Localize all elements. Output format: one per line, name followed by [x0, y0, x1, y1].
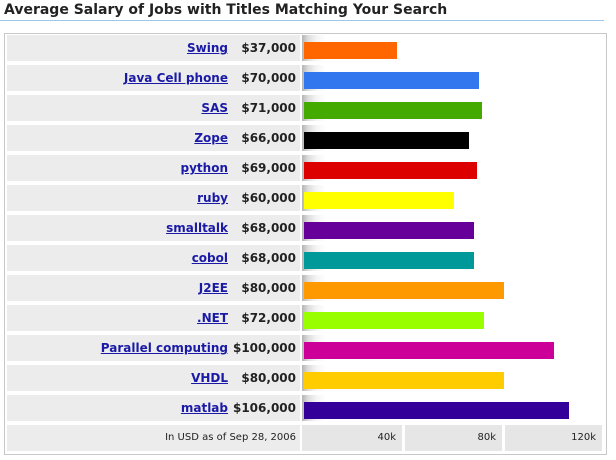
- bar-track: [302, 65, 604, 91]
- x-tick-label: 80k: [477, 432, 496, 443]
- category-cell: Parallel computing $100,000: [7, 335, 300, 361]
- salary-bar: [304, 102, 482, 119]
- bar-track: [302, 125, 604, 151]
- category-cell: Zope $66,000: [7, 125, 300, 151]
- currency-note-text: In USD as of Sep 28, 2006: [165, 432, 296, 443]
- salary-bar: [304, 42, 397, 59]
- axis-tick-separator: [502, 425, 505, 451]
- job-title-link[interactable]: SAS: [201, 101, 228, 115]
- job-title-link[interactable]: smalltalk: [166, 221, 228, 235]
- x-axis: 40k 80k 120k: [302, 425, 604, 451]
- category-cell: smalltalk $68,000: [7, 215, 300, 241]
- bar-track: [302, 275, 604, 301]
- category-cell: Java Cell phone $70,000: [7, 65, 300, 91]
- title-divider: [0, 20, 604, 21]
- salary-value: $70,000: [241, 71, 296, 85]
- bar-track: [302, 95, 604, 121]
- chart-row: .NET $72,000: [5, 305, 606, 331]
- chart-row: python $69,000: [5, 155, 606, 181]
- salary-value: $106,000: [232, 401, 296, 415]
- category-cell: python $69,000: [7, 155, 300, 181]
- job-title-link[interactable]: J2EE: [198, 281, 228, 295]
- axis-band: [505, 425, 602, 451]
- salary-bar: [304, 282, 504, 299]
- salary-bar: [304, 252, 474, 269]
- salary-value: $80,000: [241, 371, 296, 385]
- chart-row: Parallel computing $100,000: [5, 335, 606, 361]
- chart-row: J2EE $80,000: [5, 275, 606, 301]
- chart-title: Average Salary of Jobs with Titles Match…: [4, 2, 448, 18]
- category-cell: J2EE $80,000: [7, 275, 300, 301]
- job-title-link[interactable]: matlab: [180, 401, 228, 415]
- bar-track: [302, 395, 604, 421]
- job-title-link[interactable]: Java Cell phone: [123, 71, 228, 85]
- category-cell: VHDL $80,000: [7, 365, 300, 391]
- job-title-link[interactable]: Zope: [194, 131, 228, 145]
- chart-row: smalltalk $68,000: [5, 215, 606, 241]
- chart-footer: In USD as of Sep 28, 2006 40k 80k 120k: [5, 425, 606, 451]
- axis-band: [405, 425, 502, 451]
- chart-row: SAS $71,000: [5, 95, 606, 121]
- bar-track: [302, 185, 604, 211]
- salary-value: $100,000: [232, 341, 296, 355]
- job-title-link[interactable]: Swing: [187, 41, 228, 55]
- salary-bar: [304, 192, 454, 209]
- axis-band: [302, 425, 402, 451]
- salary-bar: [304, 162, 477, 179]
- bar-track: [302, 305, 604, 331]
- job-title-link[interactable]: VHDL: [191, 371, 228, 385]
- category-cell: .NET $72,000: [7, 305, 300, 331]
- x-tick-label: 40k: [377, 432, 396, 443]
- chart-row: VHDL $80,000: [5, 365, 606, 391]
- salary-bar: [304, 222, 474, 239]
- chart-row: ruby $60,000: [5, 185, 606, 211]
- salary-value: $69,000: [241, 161, 296, 175]
- bar-track: [302, 245, 604, 271]
- x-tick-label: 120k: [571, 432, 596, 443]
- salary-bar: [304, 342, 554, 359]
- job-title-link[interactable]: .NET: [197, 311, 228, 325]
- salary-value: $72,000: [241, 311, 296, 325]
- category-cell: ruby $60,000: [7, 185, 300, 211]
- salary-bar: [304, 132, 469, 149]
- currency-note: In USD as of Sep 28, 2006: [7, 425, 300, 451]
- bar-track: [302, 35, 604, 61]
- salary-value: $68,000: [241, 221, 296, 235]
- bar-track: [302, 215, 604, 241]
- salary-value: $80,000: [241, 281, 296, 295]
- chart-row: Swing $37,000: [5, 35, 606, 61]
- salary-bar: [304, 312, 484, 329]
- job-title-link[interactable]: cobol: [191, 251, 228, 265]
- bar-track: [302, 365, 604, 391]
- salary-bar: [304, 372, 504, 389]
- salary-value: $71,000: [241, 101, 296, 115]
- job-title-link[interactable]: python: [180, 161, 228, 175]
- chart-row: matlab $106,000: [5, 395, 606, 421]
- salary-bar: [304, 72, 479, 89]
- chart-row: Java Cell phone $70,000: [5, 65, 606, 91]
- category-cell: SAS $71,000: [7, 95, 300, 121]
- category-cell: Swing $37,000: [7, 35, 300, 61]
- salary-value: $37,000: [241, 41, 296, 55]
- salary-value: $60,000: [241, 191, 296, 205]
- bar-track: [302, 335, 604, 361]
- category-cell: matlab $106,000: [7, 395, 300, 421]
- salary-value: $66,000: [241, 131, 296, 145]
- bar-track: [302, 155, 604, 181]
- salary-bar: [304, 402, 569, 419]
- chart-row: Zope $66,000: [5, 125, 606, 151]
- job-title-link[interactable]: Parallel computing: [100, 341, 228, 355]
- job-title-link[interactable]: ruby: [197, 191, 228, 205]
- chart-row: cobol $68,000: [5, 245, 606, 271]
- salary-value: $68,000: [241, 251, 296, 265]
- salary-chart: In USD as of Sep 28, 2006 40k 80k 120k Swi…: [4, 33, 607, 455]
- category-cell: cobol $68,000: [7, 245, 300, 271]
- axis-tick-separator: [402, 425, 405, 451]
